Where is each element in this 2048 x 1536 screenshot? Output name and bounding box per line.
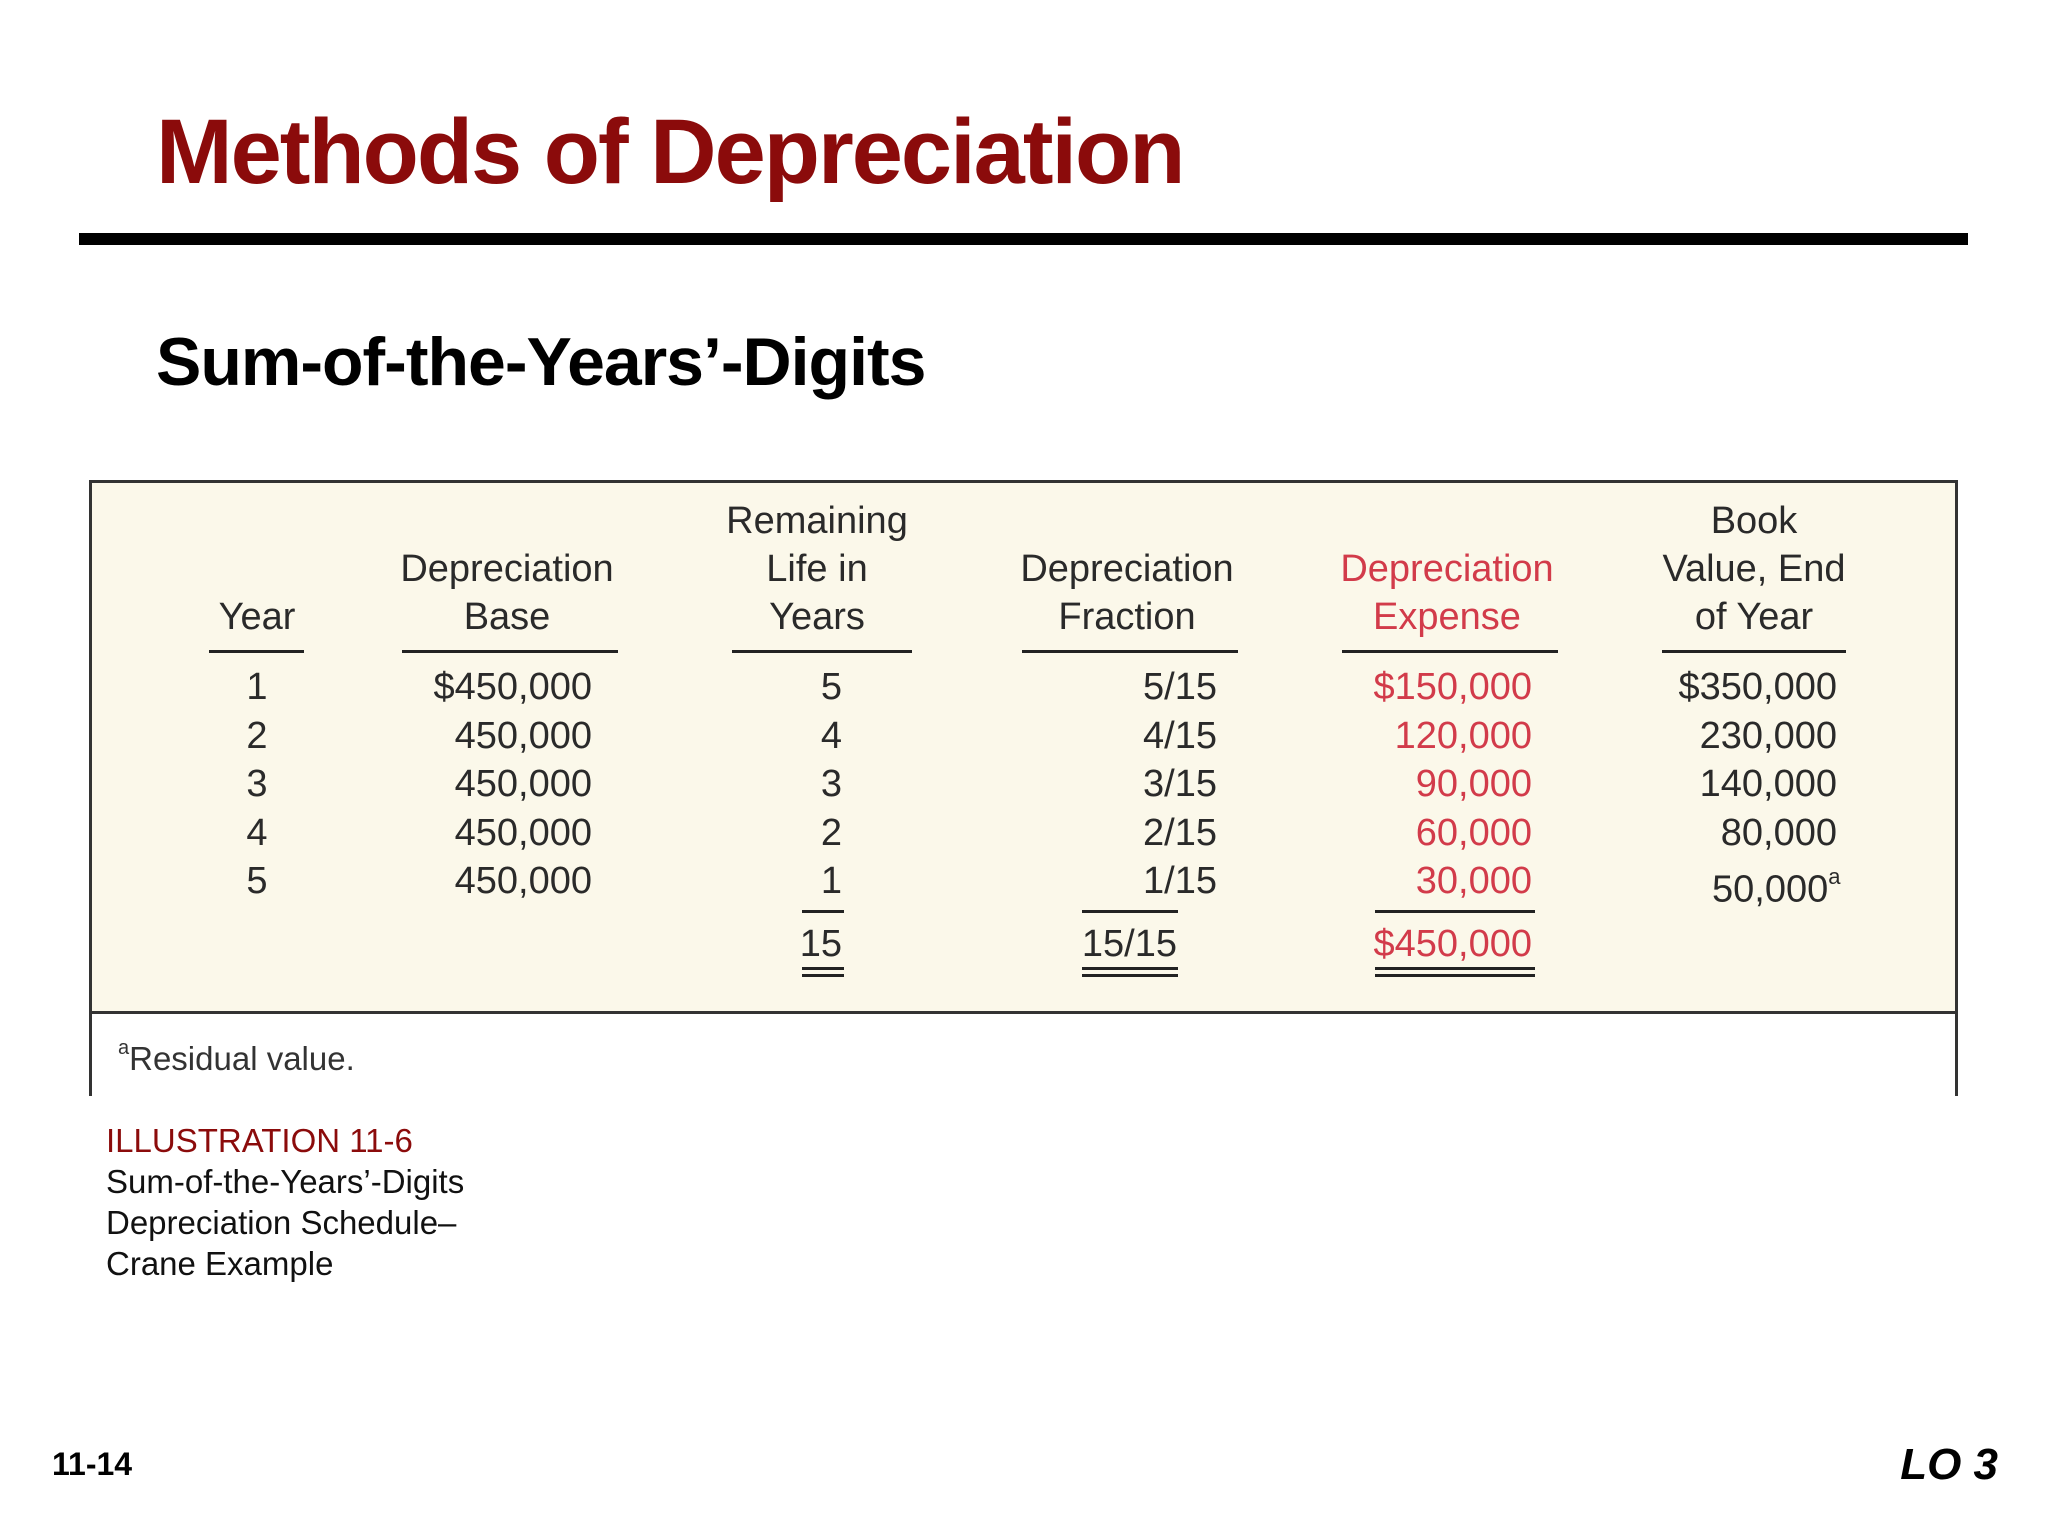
subtotal-rule-remaining (802, 910, 844, 913)
footnote-marker: a (118, 1037, 130, 1059)
header-rule-base (402, 650, 618, 653)
header-fraction-line: Depreciation (1020, 548, 1234, 590)
title-divider (79, 233, 1968, 245)
cell-base: 450,000 (454, 860, 592, 902)
learning-objective-tag: LO 3 (1900, 1440, 1998, 1489)
header-expense: Depreciation Expense (1327, 545, 1567, 641)
header-book-value: Book Value, End of Year (1644, 497, 1864, 641)
cell-fraction: 3/15 (1143, 763, 1217, 805)
cell-year: 4 (246, 812, 268, 854)
cell-expense: $150,000 (1373, 666, 1533, 708)
slide-title: Methods of Depreciation (156, 101, 1185, 203)
cell-remaining: 3 (820, 763, 842, 805)
header-base-line: Base (463, 596, 551, 638)
caption-line: Crane Example (106, 1245, 334, 1282)
header-rule-year (209, 650, 304, 653)
cell-base: 450,000 (454, 715, 592, 757)
cell-year: 3 (246, 763, 268, 805)
cell-fraction: 4/15 (1143, 715, 1217, 757)
header-expense-line: Expense (1373, 596, 1521, 638)
total-remaining: 15 (799, 923, 842, 965)
cell-expense: 30,000 (1415, 860, 1532, 902)
header-base-line: Depreciation (400, 548, 614, 590)
footnote-text: Residual value. (129, 1040, 355, 1077)
header-rule-expense (1342, 650, 1558, 653)
cell-book-value: 140,000 (1612, 760, 1837, 808)
header-rule-book (1662, 650, 1846, 653)
total-expense: $450,000 (1373, 923, 1533, 965)
cell-fraction: 5/15 (1143, 666, 1217, 708)
book-value-text: 140,000 (1699, 763, 1837, 805)
cell-base: 450,000 (454, 812, 592, 854)
header-remaining-line: Years (769, 596, 865, 638)
subtotal-rule-expense (1375, 910, 1535, 913)
header-expense-line: Depreciation (1340, 548, 1554, 590)
header-rule-fraction (1022, 650, 1238, 653)
header-remaining-line: Life in (766, 548, 868, 590)
cell-book-value: 50,000a (1712, 857, 1872, 914)
cell-year: 1 (246, 666, 268, 708)
illustration-title: ILLUSTRATION 11-6 (106, 1122, 413, 1159)
caption-line: Depreciation Schedule– (106, 1204, 457, 1241)
cell-expense: 60,000 (1415, 812, 1532, 854)
header-remaining-life: Remaining Life in Years (717, 497, 917, 641)
cell-expense: 90,000 (1415, 763, 1532, 805)
cell-book-value: $350,000 (1612, 663, 1838, 711)
cell-remaining: 2 (820, 812, 842, 854)
page-number: 11-14 (52, 1446, 133, 1482)
header-fraction: Depreciation Fraction (1007, 545, 1247, 641)
header-base: Depreciation Base (392, 545, 622, 641)
double-rule-remaining (802, 967, 844, 977)
slide-subtitle: Sum-of-the-Years’-Digits (156, 324, 926, 400)
cell-year: 5 (246, 860, 268, 902)
header-book-line: Book (1710, 500, 1798, 542)
cell-book-value: 230,000 (1612, 712, 1837, 760)
header-rule-remaining (732, 650, 912, 653)
table-footnote: aResidual value. (118, 1037, 355, 1078)
depreciation-schedule-table: Year Depreciation Base Remaining Life in… (89, 480, 1958, 1096)
cell-remaining: 5 (820, 666, 842, 708)
cell-fraction: 2/15 (1143, 812, 1217, 854)
header-remaining-line: Remaining (726, 500, 908, 542)
book-value-text: 230,000 (1699, 715, 1837, 757)
header-year-line: Year (218, 596, 296, 638)
cell-expense: 120,000 (1394, 715, 1532, 757)
double-rule-fraction (1082, 967, 1178, 977)
caption-line: Sum-of-the-Years’-Digits (106, 1163, 465, 1200)
subtotal-rule-fraction (1082, 910, 1178, 913)
cell-remaining: 1 (820, 860, 842, 902)
double-rule-expense (1375, 967, 1535, 977)
cell-book-value: 80,000 (1612, 809, 1837, 857)
total-fraction: 15/15 (1081, 923, 1177, 965)
cell-base: $450,000 (433, 666, 593, 708)
book-value-text: 50,000 (1712, 868, 1829, 911)
book-value-text: 80,000 (1720, 812, 1837, 854)
footnote-marker: a (1828, 864, 1841, 889)
header-year: Year (192, 593, 322, 641)
cell-year: 2 (246, 715, 268, 757)
footnote-band: aResidual value. (92, 1011, 1955, 1096)
cell-fraction: 1/15 (1143, 860, 1217, 902)
header-book-line: Value, End (1662, 548, 1846, 590)
cell-remaining: 4 (820, 715, 842, 757)
illustration-caption: ILLUSTRATION 11-6 Sum-of-the-Years’-Digi… (106, 1120, 464, 1284)
header-book-line: of Year (1694, 596, 1814, 638)
header-fraction-line: Fraction (1058, 596, 1196, 638)
book-value-text: $350,000 (1678, 666, 1838, 708)
cell-base: 450,000 (454, 763, 592, 805)
